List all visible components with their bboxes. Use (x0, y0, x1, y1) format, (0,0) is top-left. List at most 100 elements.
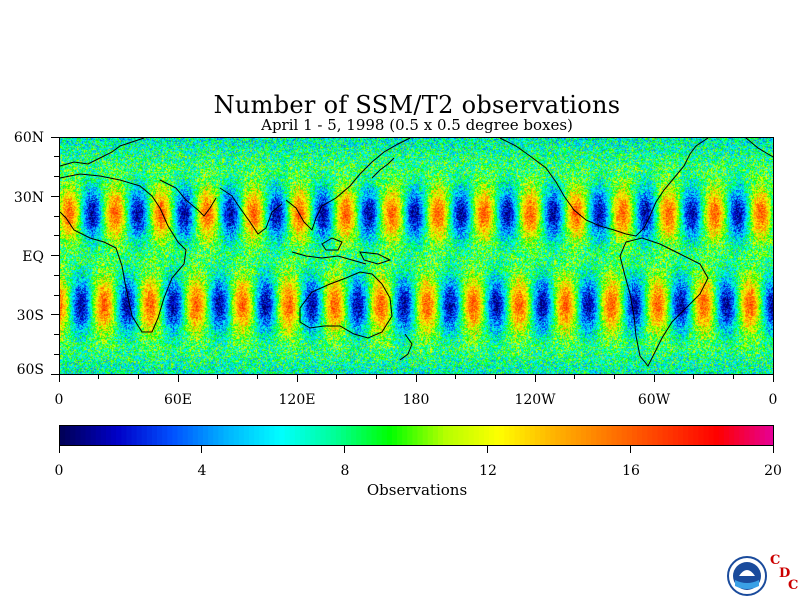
colorbar-segment (672, 426, 679, 445)
coastlines (60, 138, 773, 367)
lat-tick (54, 274, 59, 276)
colorbar-segment (427, 426, 434, 445)
colorbar-segment (80, 426, 87, 445)
colorbar-segment (310, 426, 316, 445)
coastline-new-guinea (359, 251, 392, 265)
lat-tick (51, 373, 59, 375)
colorbar-segment (632, 426, 638, 445)
colorbar-segment (381, 426, 388, 445)
colorbar-segment (677, 426, 684, 445)
colorbar-segment (218, 426, 225, 445)
colorbar-segment (346, 426, 352, 445)
colorbar-segment (458, 426, 465, 445)
colorbar-title: Observations (366, 481, 468, 499)
colorbar-segment (688, 426, 694, 445)
colorbar-segment (289, 426, 296, 445)
colorbar-segment (611, 426, 618, 445)
colorbar-segment (637, 426, 643, 445)
colorbar-segment (734, 426, 740, 445)
colorbar-segment (550, 426, 556, 445)
lat-label-60n: 60N (13, 130, 44, 146)
colorbar-tick (201, 446, 203, 453)
lon-tick (98, 374, 100, 379)
colorbar-segment (177, 426, 184, 445)
colorbar-segment (182, 426, 189, 445)
colorbar-segment (453, 426, 459, 445)
colorbar-segment (65, 426, 71, 445)
colorbar-segment (70, 426, 76, 445)
colorbar-segment (739, 426, 745, 445)
colorbar-segment (100, 426, 107, 445)
colorbar-segment (601, 426, 608, 445)
lat-label-60s: 60S (16, 362, 44, 378)
colorbar-segment (560, 426, 567, 445)
colorbar-segment (300, 426, 306, 445)
colorbar-segment (208, 426, 214, 445)
coastline-greenland (745, 138, 773, 158)
lon-label-0-left: 0 (54, 392, 64, 408)
colorbar-segment (361, 426, 368, 445)
colorbar-segment (351, 426, 357, 445)
colorbar-segment (708, 426, 715, 445)
colorbar-segment (284, 426, 291, 445)
lat-tick (54, 353, 59, 355)
colorbar-segment (131, 426, 138, 445)
colorbar-segment (504, 426, 511, 445)
lon-tick (137, 374, 139, 379)
lon-label-120e: 120E (278, 392, 316, 408)
colorbar-segment (422, 426, 429, 445)
colorbar-label-0: 0 (54, 463, 64, 479)
lat-label-30s: 30S (16, 308, 44, 324)
cdc-letter-2: D (779, 566, 791, 581)
colorbar-segment (575, 426, 582, 445)
colorbar-segment (749, 426, 756, 445)
lon-tick (772, 374, 774, 382)
colorbar-segment (586, 426, 592, 445)
colorbar-segment (723, 426, 730, 445)
colorbar-segment (315, 426, 322, 445)
colorbar-segment (468, 426, 475, 445)
colorbar-segment (141, 426, 148, 445)
colorbar-segment (652, 426, 659, 445)
colorbar-segment (60, 426, 66, 445)
colorbar-segment (238, 426, 245, 445)
colorbar-segment (325, 426, 332, 445)
colorbar-segment (376, 426, 383, 445)
colorbar-segment (136, 426, 143, 445)
cdc-letter-3: C (788, 578, 799, 593)
colorbar-tick (58, 446, 60, 453)
colorbar-segment (105, 426, 112, 445)
colorbar-segment (75, 426, 82, 445)
cdc-letter-1: C (770, 553, 781, 568)
colorbar-segment (729, 426, 735, 445)
coastline-africa (60, 173, 187, 333)
colorbar-segment (555, 426, 562, 445)
colorbar-segment (187, 426, 194, 445)
colorbar-segment (529, 426, 536, 445)
lon-tick (574, 374, 576, 379)
colorbar-segment (591, 426, 597, 445)
lat-tick (54, 156, 59, 158)
colorbar-segment (223, 426, 230, 445)
colorbar-segment (203, 426, 209, 445)
colorbar-segment (213, 426, 219, 445)
colorbar-segment (754, 426, 761, 445)
colorbar-segment (683, 426, 689, 445)
colorbar-segment (519, 426, 526, 445)
lat-tick (54, 235, 59, 237)
colorbar-segment (90, 426, 97, 445)
colorbar-segment (151, 426, 158, 445)
colorbar-segment (524, 426, 531, 445)
colorbar-segment (499, 426, 505, 445)
lat-label-eq: EQ (22, 249, 44, 265)
colorbar-segment (534, 426, 541, 445)
colorbar-segment (305, 426, 311, 445)
lon-tick (336, 374, 338, 379)
observation-map (59, 137, 774, 375)
colorbar-segment (402, 426, 408, 445)
colorbar-segment (596, 426, 602, 445)
colorbar-segment (570, 426, 577, 445)
colorbar-segment (718, 426, 725, 445)
colorbar-segment (662, 426, 669, 445)
cdc-logo: C D C (768, 553, 798, 597)
